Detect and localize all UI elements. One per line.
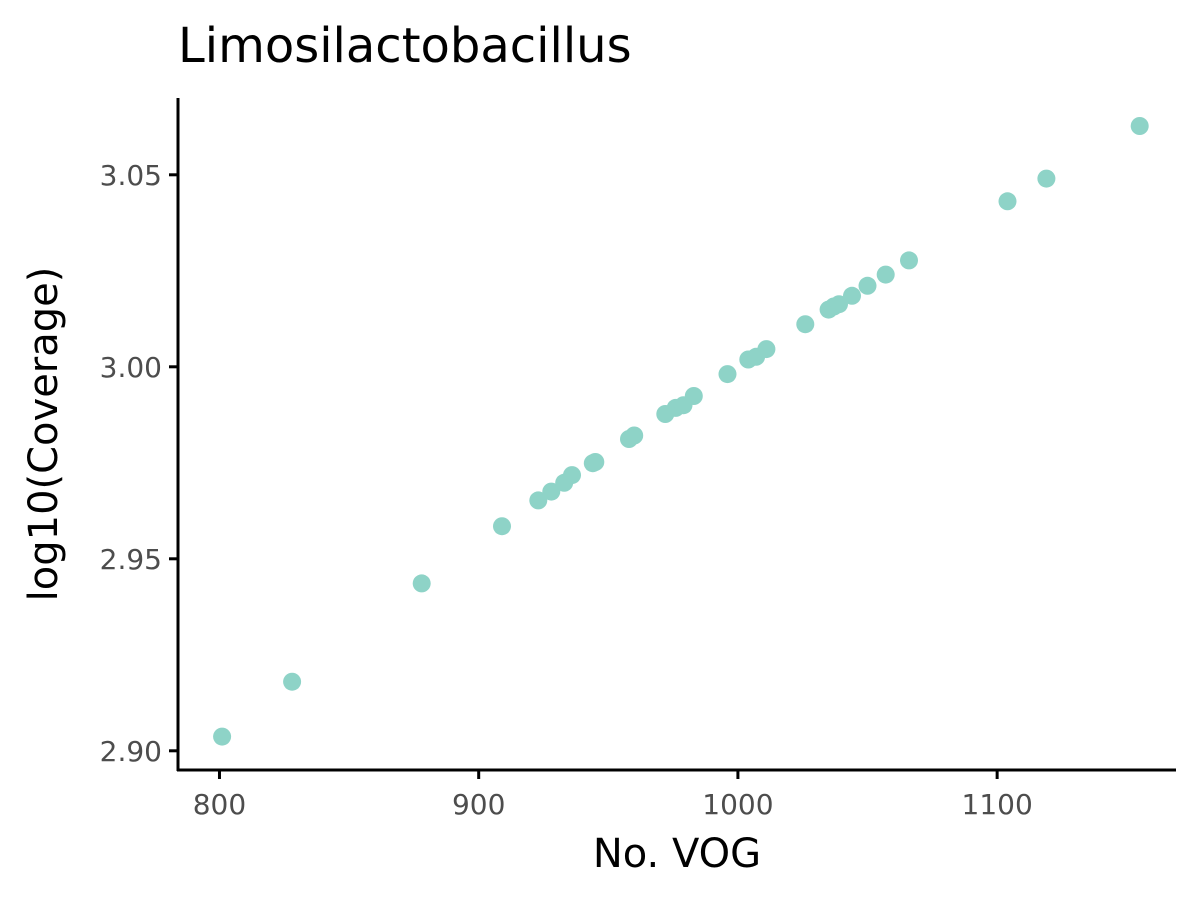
data-point-17 [718,365,737,384]
data-point-8 [563,466,581,485]
x-tick-label: 1000 [702,788,773,821]
y-tick-label: 3.00 [100,351,162,384]
x-axis-title: No. VOG [593,831,761,877]
data-point-29 [998,192,1017,211]
x-tick-label: 900 [452,788,505,821]
data-point-24 [830,295,848,314]
data-point-2 [283,672,302,691]
data-point-12 [625,426,644,445]
data-point-21 [796,315,815,334]
data-point-27 [876,265,895,284]
data-point-20 [757,340,776,359]
x-axis-ticks: 800 900 1000 1100 [193,770,1033,821]
chart-title: Limosilactobacillus [178,18,632,74]
data-point-1 [213,727,232,746]
points-layer [213,117,1149,746]
x-tick-label: 1100 [962,788,1033,821]
data-point-5 [529,491,548,510]
y-axis-ticks: 2.90 2.95 3.00 3.05 [100,159,178,768]
data-point-31 [1130,117,1149,135]
data-point-10 [586,453,605,471]
y-tick-label: 2.95 [100,543,162,576]
data-point-3 [412,574,431,593]
data-point-16 [684,387,703,405]
data-point-30 [1037,169,1056,188]
data-point-26 [858,276,877,295]
y-tick-label: 3.05 [100,159,162,192]
data-point-6 [542,482,561,501]
data-point-28 [900,251,918,270]
x-tick-label: 800 [193,788,246,821]
data-point-25 [843,286,861,305]
data-point-4 [493,517,511,536]
y-tick-label: 2.90 [100,735,162,768]
y-axis-title: log10(Coverage) [21,267,67,602]
